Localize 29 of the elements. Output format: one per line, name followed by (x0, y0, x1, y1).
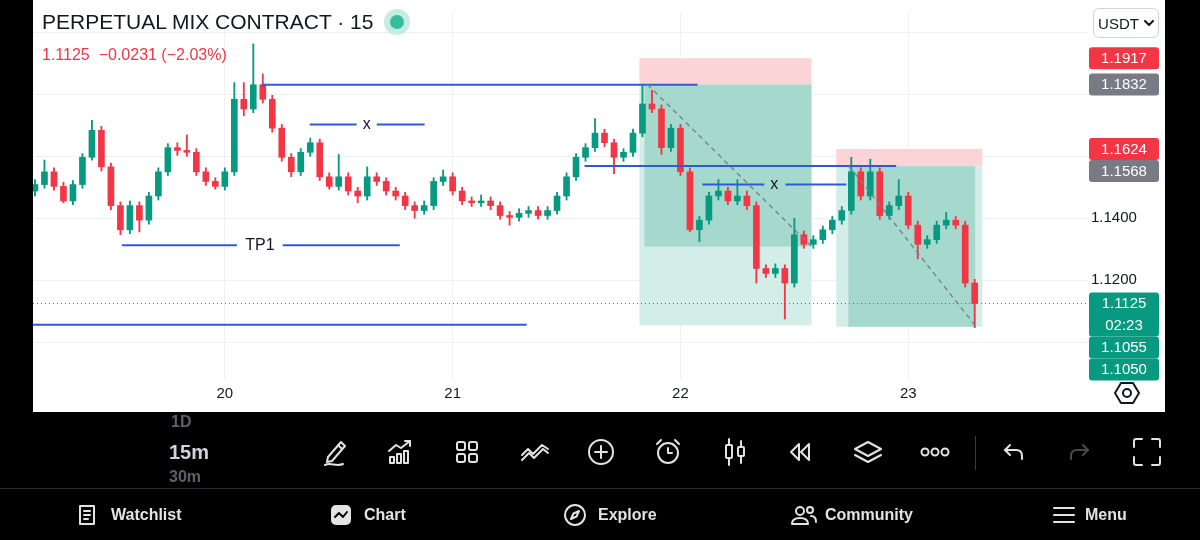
text: 1.1917 (1101, 48, 1147, 66)
text: 1.1050 (1101, 360, 1147, 378)
text: 02:23 (1105, 316, 1143, 334)
annotation: x (362, 114, 371, 132)
x-tick-label: 22 (672, 384, 689, 402)
text: 1.1624 (1101, 139, 1147, 157)
x-tick-label: 21 (444, 384, 461, 402)
text: Watchlist (111, 506, 182, 525)
chart-title: PERPETUAL MIX CONTRACT · 15 (42, 9, 374, 35)
x-tick-label: 20 (216, 384, 234, 402)
text: 30m (169, 468, 202, 487)
text: Menu (1085, 506, 1127, 525)
text: Chart (364, 506, 406, 525)
ref-line-label: 1.1125 (1101, 294, 1147, 312)
text: 1.1568 (1101, 161, 1147, 179)
text: 1D (171, 413, 192, 432)
text: 1.1832 (1101, 75, 1147, 93)
annotation: TP1 (245, 235, 275, 253)
annotation: x (770, 174, 779, 192)
text: 15m (169, 441, 210, 464)
text: 1.1055 (1101, 338, 1147, 356)
dropdown: USDT (1093, 8, 1159, 38)
x-tick-label: 23 (899, 384, 917, 402)
text: 1.1125 −0.0231 (−2.03%) (42, 46, 227, 64)
candlestick (183, 134, 191, 157)
text: Explore (598, 506, 657, 525)
y-tick-label: 1.1200 (1090, 270, 1137, 288)
text: Community (825, 506, 913, 525)
y-tick-label: 1.1400 (1090, 208, 1137, 226)
